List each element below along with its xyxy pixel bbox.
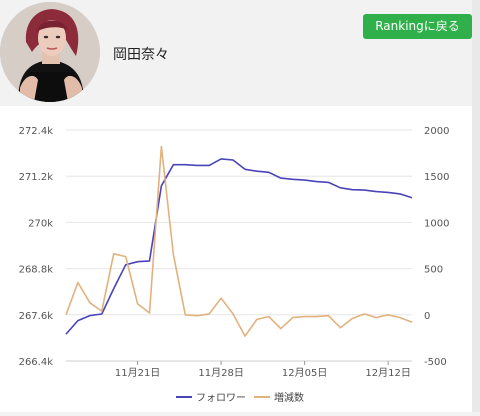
series-line-followers (66, 159, 412, 334)
left-tick-label: 268.8k (19, 265, 54, 276)
x-tick-label: 12月12日 (365, 367, 410, 379)
profile-name: 岡田奈々 (113, 44, 169, 64)
right-tick-label: 500 (424, 265, 443, 276)
page-scrollbar[interactable] (472, 0, 480, 412)
chart-card: 266.4k 267.6k 268.8k 270k 271.2k 272.4k -500 0… (0, 106, 472, 412)
follower-chart: 266.4k 267.6k 268.8k 270k 271.2k 272.4k -500 0… (0, 106, 472, 412)
x-tick-label: 11月21日 (115, 367, 160, 379)
avatar (0, 2, 100, 102)
ranking-back-button[interactable]: Rankingに戻る (363, 14, 472, 39)
x-tick-label: 12月05日 (282, 367, 327, 379)
left-tick-label: 272.4k (19, 126, 54, 137)
right-tick-label: 1500 (424, 172, 449, 183)
legend: フォロワー 増減数 (176, 391, 304, 404)
legend-label: 増減数 (274, 391, 304, 404)
right-tick-label: -500 (424, 357, 447, 368)
legend-label: フォロワー (196, 393, 246, 404)
profile-header: 岡田奈々 Rankingに戻る (0, 0, 480, 106)
right-axis-ticks: -500 0 500 1000 1500 2000 (424, 126, 449, 368)
avatar-photo (0, 2, 100, 102)
left-axis-ticks: 266.4k 267.6k 268.8k 270k 271.2k 272.4k (19, 126, 54, 368)
right-tick-label: 0 (424, 311, 430, 322)
left-tick-label: 270k (28, 218, 53, 229)
x-tick-label: 11月28日 (198, 367, 243, 379)
left-tick-label: 266.4k (19, 357, 54, 368)
series-layer (66, 147, 412, 337)
left-tick-label: 271.2k (19, 172, 54, 183)
series-line-change (66, 147, 412, 337)
left-tick-label: 267.6k (19, 311, 54, 322)
x-axis-ticks: 11月21日 11月28日 12月05日 12月12日 (115, 361, 411, 379)
right-tick-label: 2000 (424, 126, 449, 137)
right-tick-label: 1000 (424, 218, 449, 229)
